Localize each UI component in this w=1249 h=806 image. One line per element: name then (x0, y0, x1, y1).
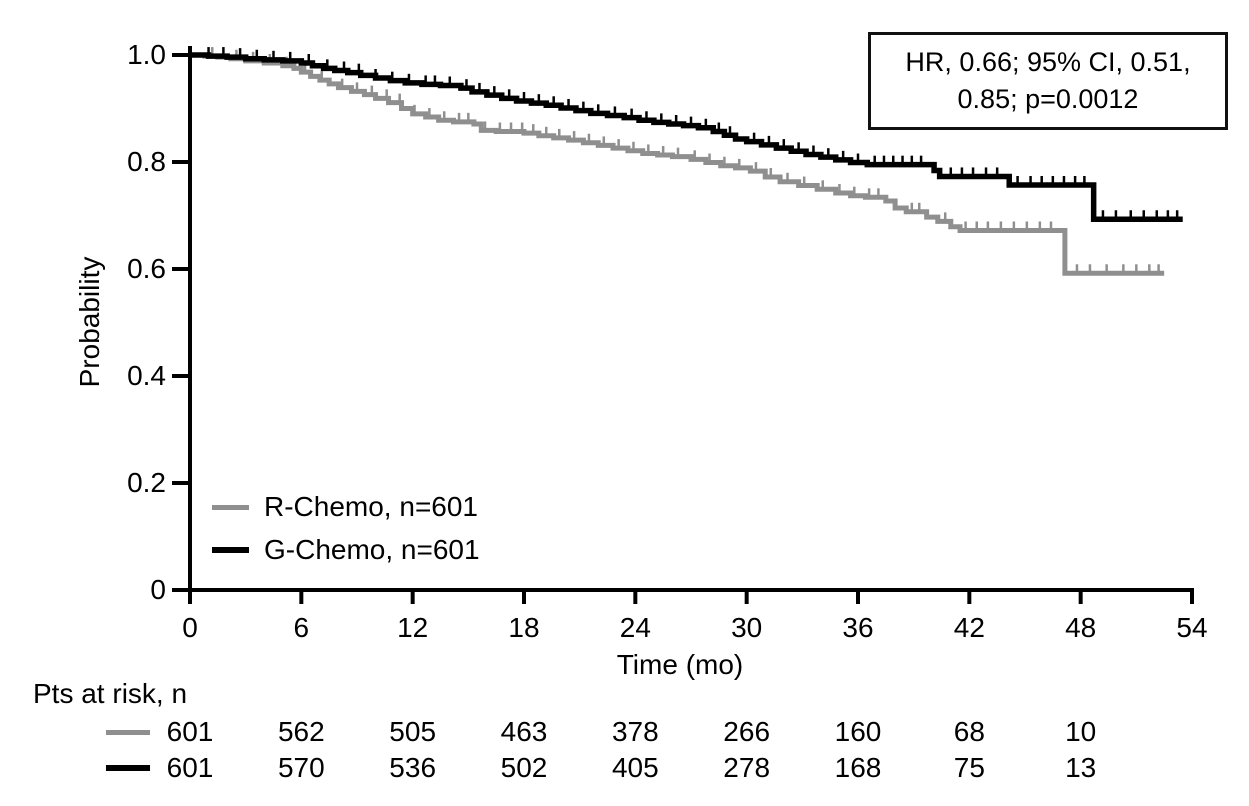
at-risk-count: 168 (834, 752, 882, 783)
hr-annotation-box: HR, 0.66; 95% CI, 0.51, 0.85; p=0.0012 (868, 32, 1228, 130)
y-tick-label: 0.4 (127, 360, 166, 391)
x-tick-label: 24 (619, 612, 651, 643)
g-chemo-atrisk-swatch (106, 765, 150, 771)
x-tick-label: 54 (1176, 612, 1208, 643)
y-tick-label: 1.0 (127, 39, 166, 70)
x-tick-label: 6 (293, 612, 310, 643)
y-tick-label: 0.2 (127, 467, 166, 498)
at-risk-count: 160 (834, 716, 882, 747)
legend-item-r-chemo: R-Chemo, n=601 (212, 491, 480, 523)
r-chemo-legend-label: R-Chemo, n=601 (264, 491, 479, 522)
x-axis-title: Time (mo) (616, 649, 744, 680)
g-chemo-line-swatch (212, 547, 249, 553)
at-risk-count: 601 (166, 752, 214, 783)
at-risk-table-label: Pts at risk, n (33, 678, 188, 709)
r-chemo-atrisk-swatch (106, 730, 150, 735)
x-tick-label: 30 (731, 612, 763, 643)
at-risk-count: 378 (611, 716, 659, 747)
at-risk-count: 502 (500, 752, 548, 783)
hr-annotation-text: HR, 0.66; 95% CI, 0.51, 0.85; p=0.0012 (905, 47, 1191, 114)
x-tick-label: 48 (1065, 612, 1097, 643)
at-risk-count: 570 (277, 752, 325, 783)
at-risk-count: 266 (723, 716, 771, 747)
at-risk-count: 278 (723, 752, 771, 783)
legend: R-Chemo, n=601 G-Chemo, n=601 (212, 491, 480, 577)
y-tick-label: 0 (150, 574, 166, 605)
at-risk-count: 75 (953, 752, 985, 783)
g-chemo-curve (190, 52, 1183, 222)
legend-item-g-chemo: G-Chemo, n=601 (212, 534, 480, 566)
at-risk-count: 505 (389, 716, 437, 747)
at-risk-count: 68 (953, 716, 985, 747)
y-tick-label: 0.6 (127, 253, 166, 284)
at-risk-count: 463 (500, 716, 548, 747)
at-risk-count: 562 (277, 716, 325, 747)
at-risk-count: 405 (611, 752, 659, 783)
at-risk-count: 536 (389, 752, 437, 783)
y-axis-title: Probability (74, 256, 105, 388)
at-risk-count: 13 (1065, 752, 1097, 783)
r-chemo-curve (190, 52, 1165, 276)
at-risk-count: 601 (166, 716, 214, 747)
x-tick-label: 42 (953, 612, 985, 643)
y-tick-label: 0.8 (127, 146, 166, 177)
x-tick-label: 18 (508, 612, 540, 643)
r-chemo-line-swatch (212, 504, 249, 510)
at-risk-count: 10 (1065, 716, 1097, 747)
x-tick-label: 0 (182, 612, 198, 643)
g-chemo-legend-label: G-Chemo, n=601 (264, 534, 480, 565)
x-tick-label: 12 (397, 612, 429, 643)
x-tick-label: 36 (842, 612, 874, 643)
